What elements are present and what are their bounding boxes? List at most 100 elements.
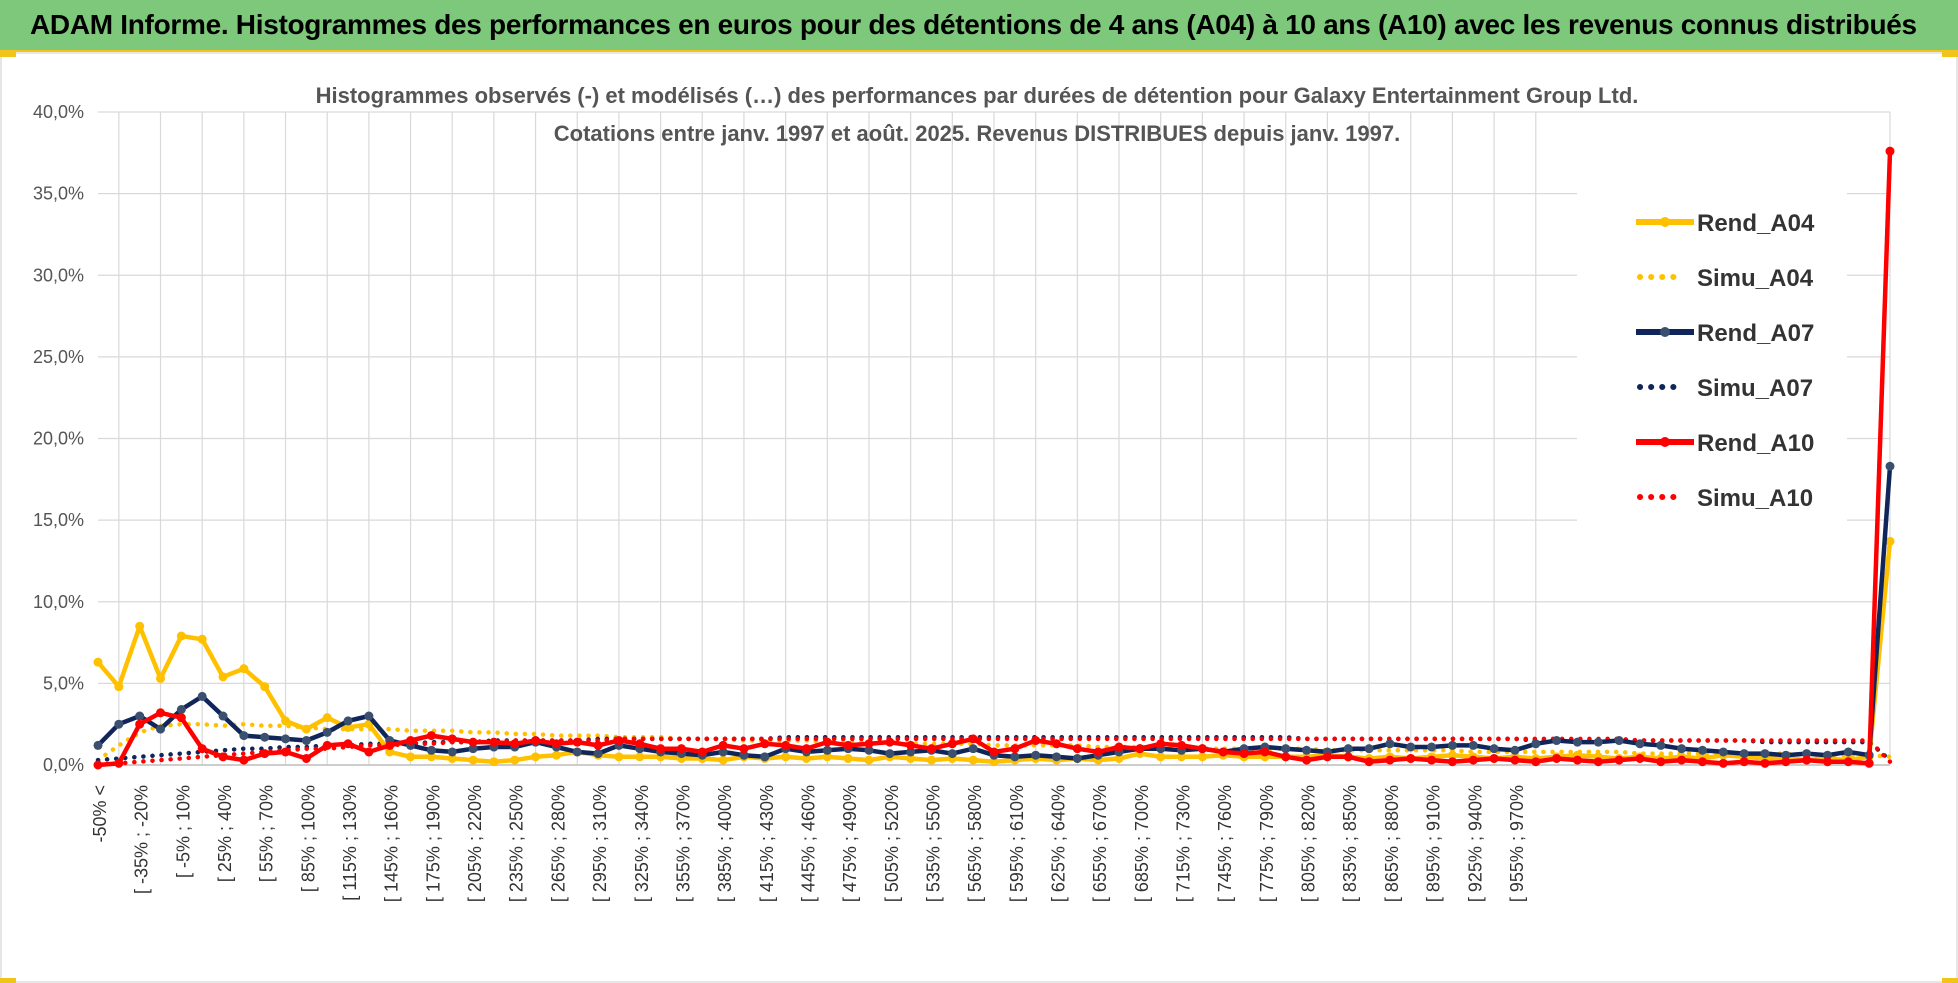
data-point-rend-a04 bbox=[239, 664, 249, 674]
data-point-rend-a10 bbox=[176, 713, 186, 723]
data-point-rend-a04 bbox=[551, 750, 561, 760]
legend-label-simu-a10: Simu_A10 bbox=[1697, 485, 1813, 512]
data-point-rend-a10 bbox=[385, 740, 395, 750]
x-tick-label: [ 775% ; 790% bbox=[1257, 785, 1277, 902]
data-point-rend-a10 bbox=[1260, 747, 1270, 757]
data-point-rend-a04 bbox=[781, 752, 791, 762]
x-tick-label: [ -35% ; -20% bbox=[132, 785, 152, 894]
x-tick-label: [ 295% ; 310% bbox=[590, 785, 610, 902]
x-tick-label: [ 655% ; 670% bbox=[1090, 785, 1110, 902]
data-point-rend-a10 bbox=[1739, 757, 1749, 767]
data-point-rend-a10 bbox=[1760, 758, 1770, 768]
data-point-rend-a04 bbox=[1885, 536, 1895, 546]
data-point-rend-a07 bbox=[1302, 745, 1312, 755]
data-point-rend-a07 bbox=[1656, 740, 1666, 750]
data-point-rend-a10 bbox=[864, 739, 874, 749]
data-point-rend-a04 bbox=[260, 682, 270, 692]
data-point-rend-a07 bbox=[1718, 747, 1728, 757]
data-point-rend-a04 bbox=[447, 753, 457, 763]
x-tick-label: [ 85% ; 100% bbox=[298, 785, 318, 892]
data-point-rend-a10 bbox=[906, 740, 916, 750]
data-point-rend-a04 bbox=[281, 716, 291, 726]
data-point-rend-a10 bbox=[551, 739, 561, 749]
data-point-rend-a04 bbox=[93, 657, 103, 667]
data-point-rend-a04 bbox=[968, 755, 978, 765]
x-tick-label: [ 445% ; 460% bbox=[798, 785, 818, 902]
data-point-rend-a10 bbox=[926, 744, 936, 754]
x-tick-label: [ 385% ; 400% bbox=[715, 785, 735, 902]
data-point-rend-a10 bbox=[468, 737, 478, 747]
x-tick-label: [ 355% ; 370% bbox=[673, 785, 693, 902]
legend-label-rend-a07: Rend_A07 bbox=[1697, 320, 1814, 347]
data-point-rend-a10 bbox=[843, 740, 853, 750]
data-point-rend-a07 bbox=[1885, 461, 1895, 471]
data-point-rend-a07 bbox=[739, 750, 749, 760]
data-point-rend-a04 bbox=[135, 621, 145, 631]
data-point-rend-a10 bbox=[1031, 736, 1041, 746]
data-point-rend-a10 bbox=[968, 734, 978, 744]
data-point-rend-a07 bbox=[1843, 747, 1853, 757]
data-point-rend-a10 bbox=[406, 736, 416, 746]
x-tick-label: [ 625% ; 640% bbox=[1049, 785, 1069, 902]
corner-mark-top-right bbox=[1942, 52, 1958, 57]
data-point-rend-a04 bbox=[718, 755, 728, 765]
x-tick-label: [ 55% ; 70% bbox=[257, 785, 277, 882]
data-point-rend-a04 bbox=[197, 634, 207, 644]
data-point-rend-a07 bbox=[218, 711, 228, 721]
chart-legend: Rend_A04 Simu_A04 Rend_A07 Simu_A07 Rend_A10… bbox=[1636, 210, 1815, 512]
data-point-rend-a07 bbox=[1072, 753, 1082, 763]
data-point-rend-a04 bbox=[531, 752, 541, 762]
data-point-rend-a04 bbox=[322, 713, 332, 723]
report-banner: ADAM Informe. Histogrammes des performan… bbox=[0, 0, 1958, 52]
data-point-rend-a10 bbox=[1614, 755, 1624, 765]
data-point-rend-a10 bbox=[718, 740, 728, 750]
data-point-rend-a04 bbox=[406, 752, 416, 762]
y-tick-label: 35,0% bbox=[33, 184, 84, 204]
data-point-rend-a10 bbox=[1177, 740, 1187, 750]
data-point-rend-a10 bbox=[1656, 757, 1666, 767]
data-point-rend-a10 bbox=[593, 740, 603, 750]
x-tick-label: [ 565% ; 580% bbox=[965, 785, 985, 902]
x-tick-label: [ 865% ; 880% bbox=[1382, 785, 1402, 902]
data-point-rend-a10 bbox=[364, 747, 374, 757]
data-point-rend-a10 bbox=[1822, 757, 1832, 767]
data-point-rend-a07 bbox=[468, 744, 478, 754]
data-point-rend-a10 bbox=[218, 752, 228, 762]
data-point-rend-a10 bbox=[156, 708, 166, 718]
data-point-rend-a04 bbox=[114, 682, 124, 692]
data-point-rend-a07 bbox=[1010, 752, 1020, 762]
x-tick-label: [ 595% ; 610% bbox=[1007, 785, 1027, 902]
data-point-rend-a10 bbox=[1864, 758, 1874, 768]
data-point-rend-a07 bbox=[968, 744, 978, 754]
data-point-rend-a04 bbox=[906, 753, 916, 763]
data-point-rend-a07 bbox=[447, 747, 457, 757]
x-tick-label: [ 475% ; 490% bbox=[840, 785, 860, 902]
data-point-rend-a04 bbox=[843, 753, 853, 763]
data-point-rend-a07 bbox=[1552, 736, 1562, 746]
data-point-rend-a07 bbox=[718, 747, 728, 757]
data-point-rend-a07 bbox=[1739, 749, 1749, 759]
data-point-rend-a07 bbox=[885, 749, 895, 759]
corner-mark-top-left bbox=[0, 52, 16, 57]
data-point-rend-a07 bbox=[1510, 745, 1520, 755]
data-point-rend-a04 bbox=[510, 755, 520, 765]
data-point-rend-a07 bbox=[322, 727, 332, 737]
data-point-rend-a07 bbox=[1406, 742, 1416, 752]
data-point-rend-a10 bbox=[1552, 753, 1562, 763]
data-point-rend-a10 bbox=[760, 739, 770, 749]
data-point-rend-a07 bbox=[1385, 739, 1395, 749]
data-point-rend-a10 bbox=[281, 747, 291, 757]
x-tick-label: [ 205% ; 220% bbox=[465, 785, 485, 902]
data-point-rend-a04 bbox=[156, 673, 166, 683]
y-tick-label: 20,0% bbox=[33, 429, 84, 449]
data-point-rend-a10 bbox=[822, 737, 832, 747]
data-point-rend-a10 bbox=[93, 760, 103, 770]
data-point-rend-a10 bbox=[197, 744, 207, 754]
x-tick-label: [ 235% ; 250% bbox=[507, 785, 527, 902]
data-point-rend-a07 bbox=[1531, 739, 1541, 749]
data-point-rend-a07 bbox=[864, 745, 874, 755]
data-point-rend-a07 bbox=[114, 719, 124, 729]
data-point-rend-a10 bbox=[1510, 755, 1520, 765]
data-point-rend-a10 bbox=[510, 739, 520, 749]
data-point-rend-a07 bbox=[1364, 744, 1374, 754]
